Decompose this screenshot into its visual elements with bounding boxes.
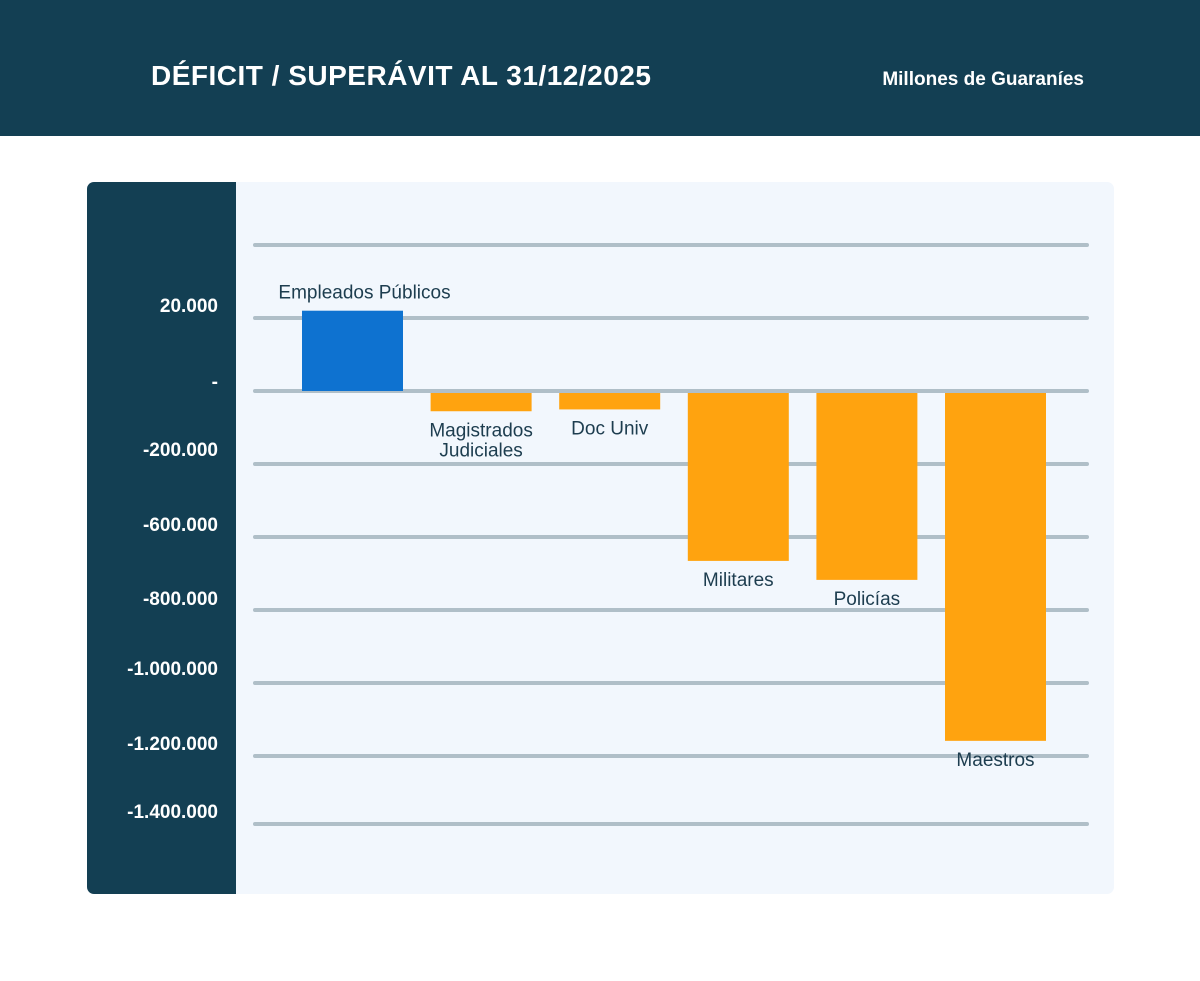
bar-label: Militares xyxy=(703,570,774,591)
bar xyxy=(687,393,789,561)
y-tick-label: 20.000 xyxy=(160,296,218,317)
bar-chart: 20.000 - -200.000 -600.000 -800.000 -1.000.00… xyxy=(127,243,1089,826)
chart-card: 20.000 - -200.000 -600.000 -800.000 -1.000.00… xyxy=(87,182,1114,894)
bar xyxy=(430,393,532,412)
bar xyxy=(945,393,1046,741)
bar xyxy=(816,393,918,580)
bar xyxy=(559,393,661,410)
y-tick-label: -200.000 xyxy=(143,440,218,461)
y-tick-label: -1.200.000 xyxy=(127,734,218,755)
bar-label: Magistrados xyxy=(429,420,532,441)
chart-title: DÉFICIT / SUPERÁVIT AL 31/12/2025 xyxy=(151,60,652,91)
y-tick-label: -800.000 xyxy=(143,589,218,610)
y-tick-label: -1.000.000 xyxy=(127,659,218,680)
bar xyxy=(302,310,403,391)
y-tick-label: -600.000 xyxy=(143,515,218,536)
bar-label: Empleados Públicos xyxy=(278,283,450,304)
bar-label: Doc Univ xyxy=(571,418,649,439)
bar-label: Judiciales xyxy=(439,440,522,461)
y-tick-label: - xyxy=(212,372,218,393)
y-tick-label: -1.400.000 xyxy=(127,802,218,823)
y-axis-panel xyxy=(87,182,236,894)
bar-label: Policías xyxy=(834,589,901,610)
units-label: Millones de Guaraníes xyxy=(882,69,1084,90)
bar-label: Maestros xyxy=(956,750,1034,771)
header-banner: DÉFICIT / SUPERÁVIT AL 31/12/2025 Millon… xyxy=(0,0,1200,136)
